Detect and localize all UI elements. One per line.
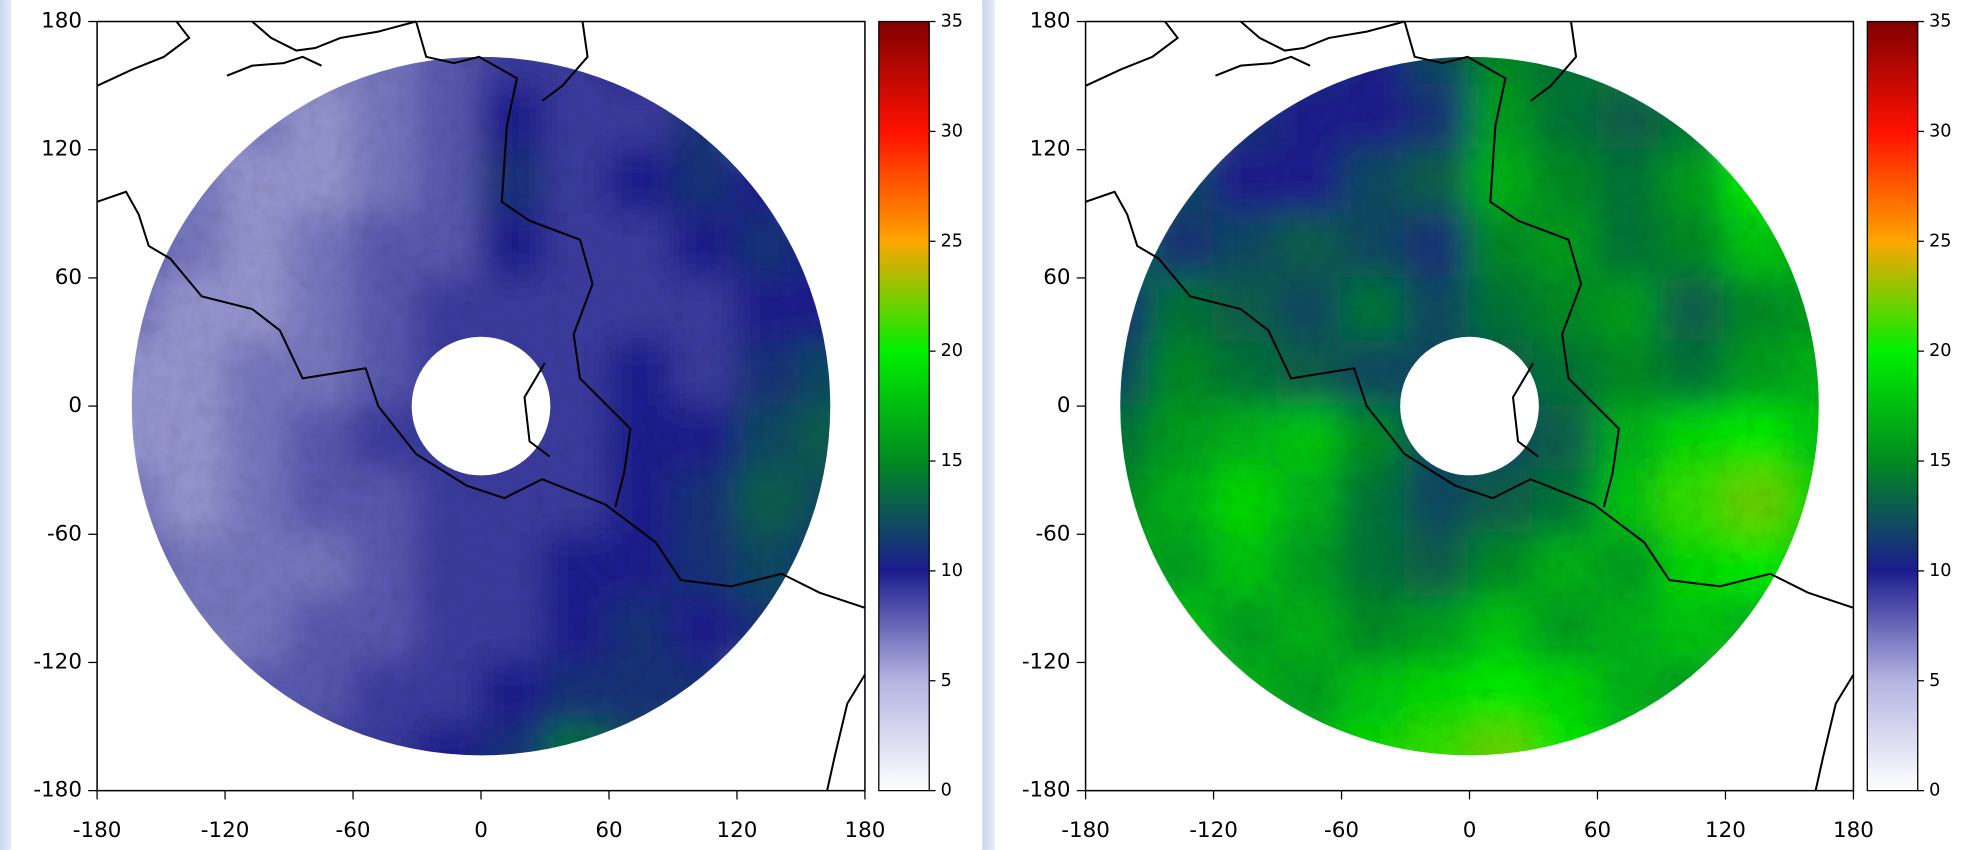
y-tick-label: 60 [1043, 265, 1070, 290]
colorbar-tick-label: 25 [1929, 231, 1951, 251]
colorbar-tick-label: 5 [1929, 671, 1940, 691]
radar-field [95, 20, 867, 792]
x-tick-label: 180 [1833, 818, 1874, 843]
x-tick-label: -120 [1189, 818, 1238, 843]
window-edge [0, 0, 12, 850]
y-tick-label: -120 [1022, 649, 1071, 674]
colorbar-tick-label: 15 [1929, 451, 1951, 471]
y-tick-label: -120 [33, 649, 82, 674]
y-tick-label: -60 [1035, 521, 1070, 546]
y-tick-label: 60 [55, 265, 82, 290]
colorbar [1866, 20, 1919, 792]
colorbar-tick-label: 30 [941, 121, 963, 141]
x-tick-label: -180 [1061, 818, 1110, 843]
y-tick-label: -60 [47, 521, 82, 546]
y-tick-label: 0 [1057, 393, 1071, 418]
x-tick-label: 60 [1584, 818, 1611, 843]
texture [1085, 21, 1854, 791]
x-tick-label: 120 [717, 818, 758, 843]
x-tick-label: 180 [844, 818, 885, 843]
x-tick-label: -180 [73, 818, 122, 843]
y-tick-label: -180 [33, 778, 82, 803]
y-tick-label: 0 [68, 393, 82, 418]
radar-field [1084, 20, 1855, 792]
x-tick-label: 120 [1705, 818, 1746, 843]
colorbar [878, 20, 930, 792]
x-tick-label: 60 [595, 818, 622, 843]
colorbar-tick-label: 20 [1929, 341, 1951, 361]
colorbar-tick-label: 30 [1929, 121, 1951, 141]
x-tick-label: 0 [474, 818, 488, 843]
x-tick-label: 0 [1463, 818, 1477, 843]
y-tick-label: -180 [1022, 778, 1071, 803]
colorbar-tick-label: 35 [1929, 12, 1951, 32]
colorbar-tick-label: 0 [1929, 781, 1940, 801]
colorbar-tick-label: 20 [941, 341, 963, 361]
colorbar-tick-label: 35 [941, 12, 963, 32]
texture [97, 21, 865, 791]
x-tick-label: -120 [201, 818, 250, 843]
x-tick-label: -60 [1324, 818, 1359, 843]
colorbar-tick-label: 0 [941, 781, 952, 801]
colorbar-tick-label: 15 [941, 451, 963, 471]
panel: -180 -120 -60 0 60 120 180 -180 -120 -60 0 60 120 180… [33, 9, 963, 843]
colorbar-tick-label: 10 [1929, 561, 1951, 581]
y-tick-label: 180 [41, 9, 82, 34]
x-tick-label: -60 [336, 818, 371, 843]
colorbar-tick-label: 25 [941, 231, 963, 251]
colorbar-tick-label: 10 [941, 561, 963, 581]
y-tick-label: 180 [1030, 9, 1071, 34]
window-edge [982, 0, 995, 850]
y-tick-label: 120 [41, 137, 82, 162]
y-tick-label: 120 [1030, 137, 1071, 162]
panel: -180 -120 -60 0 60 120 180 -180 -120 -60 0 60 120 180… [1022, 9, 1952, 843]
colorbar-tick-label: 5 [941, 671, 952, 691]
